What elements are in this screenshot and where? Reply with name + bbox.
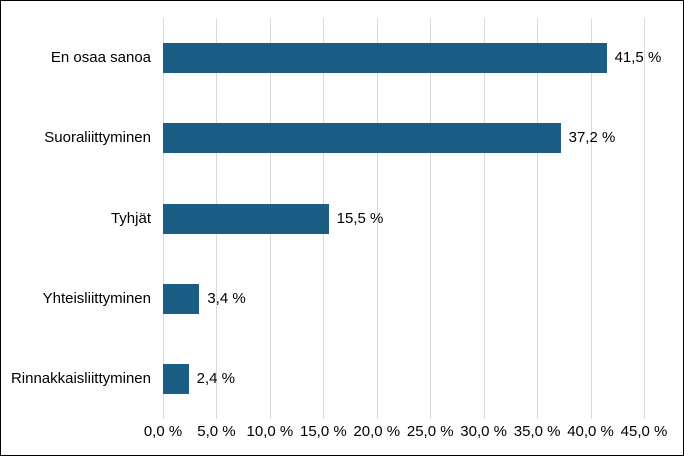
x-tick-label: 15,0 % <box>299 423 347 440</box>
bar <box>163 123 561 154</box>
x-tick-label: 10,0 % <box>246 423 294 440</box>
category-label: Tyhjät <box>110 209 151 227</box>
x-tick-label: 0,0 % <box>143 423 183 440</box>
x-tick-label: 5,0 % <box>197 423 236 440</box>
category-label: En osaa sanoa <box>50 49 151 67</box>
category-label: Yhteisliittyminen <box>42 289 151 307</box>
x-tick-label: 25,0 % <box>406 423 454 440</box>
category-label: Rinnakkaisliittyminen <box>10 369 151 387</box>
value-label: 3,4 % <box>207 289 246 307</box>
bar <box>163 283 200 314</box>
gridline <box>644 18 645 419</box>
x-tick-label: 30,0 % <box>460 423 508 440</box>
gridline <box>376 18 378 419</box>
value-label: 15,5 % <box>336 209 384 227</box>
gridline <box>430 18 432 419</box>
value-label: 41,5 % <box>614 49 662 67</box>
bar <box>163 203 329 234</box>
x-tick-label: 20,0 % <box>353 423 401 440</box>
value-label: 37,2 % <box>568 129 616 147</box>
gridline <box>590 18 592 419</box>
x-tick-label: 40,0 % <box>567 423 614 440</box>
category-label: Suoraliittyminen <box>44 129 151 147</box>
gridline <box>537 18 539 419</box>
x-tick-label: 45,0 % <box>620 423 668 440</box>
plot-area <box>163 18 645 419</box>
bar <box>163 43 607 74</box>
bar <box>163 363 189 394</box>
x-tick-label: 35,0 % <box>513 423 561 440</box>
value-label: 2,4 % <box>196 369 235 387</box>
gridline <box>483 18 485 419</box>
